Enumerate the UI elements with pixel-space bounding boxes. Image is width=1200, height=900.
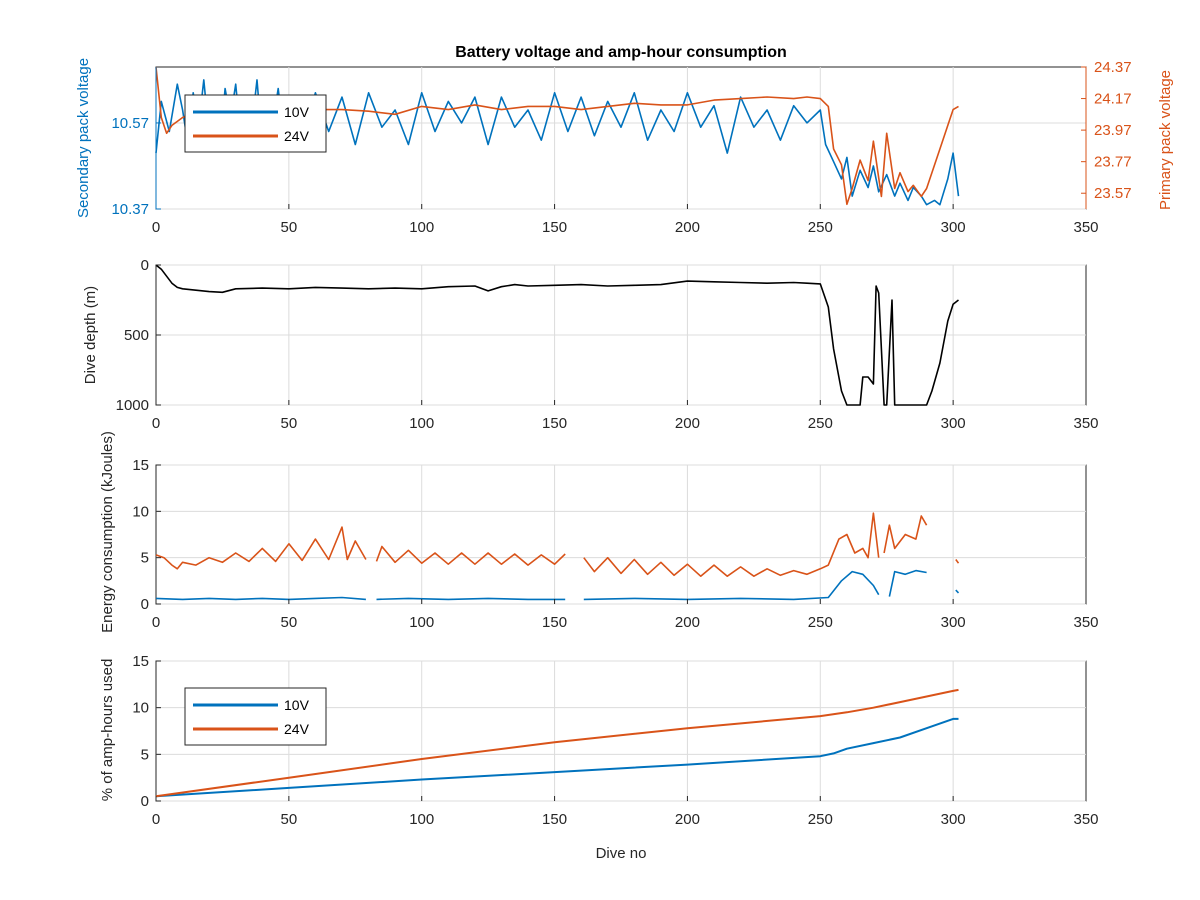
series-line-24v: [375, 545, 566, 566]
ticks: 0 50 100 150 200 250 300 350 0 500 1000: [116, 257, 1099, 432]
x-tick-label: 50: [281, 811, 298, 828]
panel-depth: 0 50 100 150 200 250 300 350 0 500 1000 Dive depth…: [82, 257, 1099, 432]
x-tick-label: 150: [542, 614, 567, 631]
series-line-10v: [955, 589, 960, 594]
x-tick-label: 0: [152, 219, 160, 236]
panel-energy: 0 50 100 150 200 250 300 350 0 5 10 15 Energy consu…: [99, 431, 1099, 633]
x-tick-label: 200: [675, 811, 700, 828]
x-tick-label: 200: [675, 614, 700, 631]
x-tick-label: 0: [152, 415, 160, 432]
x-tick-label: 50: [281, 614, 298, 631]
series-line-depth: [155, 264, 959, 406]
x-tick-label: 300: [941, 614, 966, 631]
x-tick-label: 150: [542, 415, 567, 432]
ticks: 0 50 100 150 200 250 300 350 0 5 10 15: [132, 653, 1098, 828]
x-axis-label: Dive no: [596, 845, 647, 862]
series-group: [155, 688, 959, 798]
series-line-24v: [955, 559, 960, 564]
series-line-10v: [583, 570, 880, 601]
plot-frame: [155, 464, 1087, 605]
x-tick-label: 350: [1073, 219, 1098, 236]
x-tick-label: 150: [542, 811, 567, 828]
grid: [156, 264, 1086, 406]
legend-label-24v: 24V: [284, 128, 310, 144]
legend-label-10v: 10V: [284, 104, 310, 120]
series-line-24v: [155, 688, 959, 798]
panel-amp-hours: 0 50 100 150 200 250 300 350 0 5 10 15 % of amp-hou…: [99, 653, 1099, 862]
x-tick-label: 100: [409, 614, 434, 631]
y-tick-label: 10.57: [111, 115, 149, 132]
x-tick-label: 250: [808, 219, 833, 236]
x-tick-label: 50: [281, 219, 298, 236]
legend[interactable]: 10V 24V: [184, 94, 327, 153]
x-tick-label: 100: [409, 219, 434, 236]
y-tick-label: 5: [141, 550, 149, 567]
series-line-10v: [888, 569, 927, 597]
y-axis-label-right: Primary pack voltage: [1157, 70, 1174, 210]
y-tick-label-right: 23.97: [1094, 122, 1132, 139]
y-tick-label: 5: [141, 746, 149, 763]
series-line-10v: [376, 597, 566, 601]
x-tick-label: 250: [808, 415, 833, 432]
x-tick-label: 200: [675, 415, 700, 432]
series-line-24v: [155, 526, 367, 570]
grid: [156, 464, 1086, 605]
y-tick-label: 10: [132, 700, 149, 717]
chart-title: Battery voltage and amp-hour consumption: [455, 44, 787, 61]
x-tick-label: 300: [941, 415, 966, 432]
legend-label-10v: 10V: [284, 697, 310, 713]
y-tick-label: 0: [141, 793, 149, 810]
series-line-24v: [883, 515, 928, 554]
y-tick-label: 1000: [116, 397, 149, 414]
legend[interactable]: 10V 24V: [184, 687, 327, 746]
y-tick-label-right: 23.77: [1094, 154, 1132, 171]
y-tick-label: 0: [141, 257, 149, 274]
legend-box: [184, 94, 327, 153]
x-tick-label: 250: [808, 811, 833, 828]
y-tick-label: 10: [132, 503, 149, 520]
x-tick-label: 100: [409, 811, 434, 828]
x-tick-label: 150: [542, 219, 567, 236]
y-axis-label-left: Secondary pack voltage: [75, 58, 92, 218]
y-tick-label: 0: [141, 596, 149, 613]
series-group: [155, 512, 960, 601]
y-tick-label-right: 23.57: [1094, 185, 1132, 202]
y-tick-label: 15: [132, 457, 149, 474]
x-tick-label: 0: [152, 614, 160, 631]
x-tick-label: 350: [1073, 415, 1098, 432]
y-tick-label-right: 24.17: [1094, 91, 1132, 108]
x-tick-label: 350: [1073, 811, 1098, 828]
series-group: [155, 264, 959, 406]
x-tick-label: 300: [941, 811, 966, 828]
y-tick-label: 10.37: [111, 201, 149, 218]
y-tick-label-right: 24.37: [1094, 59, 1132, 76]
series-line-10v: [155, 79, 960, 206]
panel-voltage: 0 50 100 150 200 250 300 350 10.37 10.57 23.57 23.7…: [75, 44, 1174, 236]
grid: [156, 660, 1086, 802]
ticks: 0 50 100 150 200 250 300 350 10.37 10.57 23.57 23.7…: [111, 59, 1131, 236]
y-tick-label: 15: [132, 653, 149, 670]
legend-label-24v: 24V: [284, 721, 310, 737]
x-tick-label: 200: [675, 219, 700, 236]
x-tick-label: 250: [808, 614, 833, 631]
series-line-10v: [155, 717, 959, 798]
ticks: 0 50 100 150 200 250 300 350 0 5 10 15: [132, 457, 1098, 631]
y-axis-label: Dive depth (m): [82, 286, 99, 384]
x-tick-label: 100: [409, 415, 434, 432]
y-axis-label: % of amp-hours used: [99, 659, 116, 802]
y-axis-label: Energy consumption (kJoules): [99, 431, 116, 633]
x-tick-label: 0: [152, 811, 160, 828]
x-tick-label: 350: [1073, 614, 1098, 631]
legend-box: [184, 687, 327, 746]
x-tick-label: 50: [281, 415, 298, 432]
series-line-10v: [155, 596, 366, 601]
series-line-24v: [583, 512, 880, 578]
x-tick-label: 300: [941, 219, 966, 236]
y-tick-label: 500: [124, 327, 149, 344]
